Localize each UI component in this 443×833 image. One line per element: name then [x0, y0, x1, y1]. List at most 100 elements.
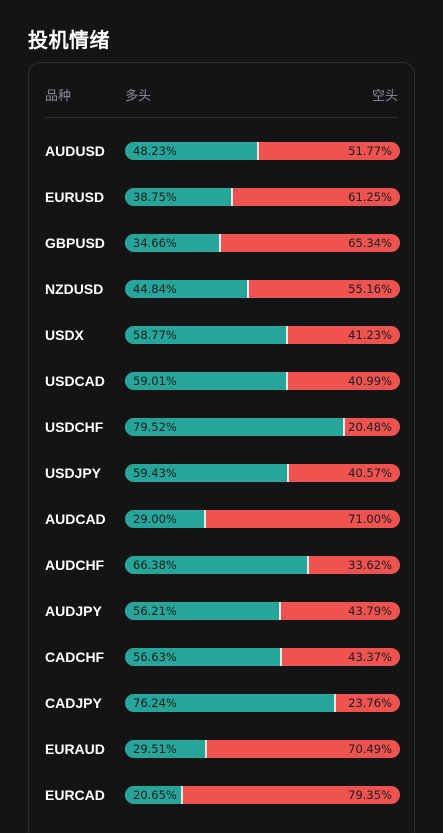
- bar-divider: [342, 418, 345, 436]
- long-percent: 29.00%: [133, 512, 177, 526]
- bar-divider: [286, 372, 289, 390]
- bar-divider: [287, 464, 290, 482]
- table-row[interactable]: AUDCHF 66.38% 33.62%: [45, 555, 400, 601]
- short-percent: 33.62%: [348, 558, 392, 572]
- bar-divider: [230, 188, 233, 206]
- bar-divider: [203, 510, 206, 528]
- table-row[interactable]: NZDUSD 44.84% 55.16%: [45, 279, 400, 325]
- long-fill: [125, 418, 344, 436]
- long-percent: 38.75%: [133, 190, 177, 204]
- table-row[interactable]: CADJPY 76.24% 23.76%: [45, 693, 400, 739]
- long-fill: [125, 602, 280, 620]
- bar-divider: [247, 280, 250, 298]
- table-row[interactable]: EURCAD 20.65% 79.35%: [45, 785, 400, 831]
- symbol-label: EURUSD: [45, 189, 105, 205]
- long-percent: 59.01%: [133, 374, 177, 388]
- sentiment-card: 品种 多头 空头 AUDUSD 48.23% 51.77% EURUSD 38.75% 6…: [28, 62, 415, 833]
- symbol-label: AUDCAD: [45, 511, 106, 527]
- bar-divider: [333, 694, 336, 712]
- sentiment-bar: 29.00% 71.00%: [125, 510, 400, 528]
- sentiment-rows: AUDUSD 48.23% 51.77% EURUSD 38.75% 61.25% GBPU…: [45, 141, 400, 831]
- bar-divider: [278, 602, 281, 620]
- long-fill: [125, 740, 207, 758]
- sentiment-bar: 59.01% 40.99%: [125, 372, 400, 390]
- long-percent: 79.52%: [133, 420, 177, 434]
- long-fill: [125, 510, 205, 528]
- long-percent: 59.43%: [133, 466, 177, 480]
- symbol-label: GBPUSD: [45, 235, 105, 251]
- sentiment-bar: 79.52% 20.48%: [125, 418, 400, 436]
- symbol-label: AUDJPY: [45, 603, 102, 619]
- short-percent: 20.48%: [348, 420, 392, 434]
- long-fill: [125, 234, 221, 252]
- short-percent: 41.23%: [348, 328, 392, 342]
- sentiment-bar: 34.66% 65.34%: [125, 234, 400, 252]
- table-row[interactable]: GBPUSD 34.66% 65.34%: [45, 233, 400, 279]
- short-percent: 71.00%: [348, 512, 392, 526]
- symbol-label: USDX: [45, 327, 84, 343]
- symbol-label: NZDUSD: [45, 281, 104, 297]
- table-row[interactable]: EURAUD 29.51% 70.49%: [45, 739, 400, 785]
- sentiment-bar: 59.43% 40.57%: [125, 464, 400, 482]
- bar-divider: [180, 786, 183, 804]
- symbol-label: CADCHF: [45, 649, 105, 665]
- symbol-label: CADJPY: [45, 695, 102, 711]
- long-fill: [125, 556, 308, 574]
- table-row[interactable]: AUDUSD 48.23% 51.77%: [45, 141, 400, 187]
- symbol-label: USDCAD: [45, 373, 105, 389]
- table-header: 品种 多头 空头: [45, 83, 398, 118]
- symbol-label: AUDCHF: [45, 557, 105, 573]
- table-row[interactable]: AUDCAD 29.00% 71.00%: [45, 509, 400, 555]
- sentiment-bar: 48.23% 51.77%: [125, 142, 400, 160]
- long-fill: [125, 372, 288, 390]
- sentiment-bar: 38.75% 61.25%: [125, 188, 400, 206]
- long-fill: [125, 188, 232, 206]
- short-percent: 70.49%: [348, 742, 392, 756]
- page-title: 投机情绪: [28, 28, 110, 52]
- sentiment-bar: 58.77% 41.23%: [125, 326, 400, 344]
- long-fill: [125, 280, 249, 298]
- symbol-label: EURCAD: [45, 787, 105, 803]
- table-row[interactable]: CADCHF 56.63% 43.37%: [45, 647, 400, 693]
- short-percent: 40.57%: [348, 466, 392, 480]
- column-header-symbol: 品种: [45, 89, 72, 104]
- table-row[interactable]: USDCHF 79.52% 20.48%: [45, 417, 400, 463]
- symbol-label: USDCHF: [45, 419, 104, 435]
- long-percent: 20.65%: [133, 788, 177, 802]
- long-fill: [125, 326, 287, 344]
- long-fill: [125, 786, 182, 804]
- long-percent: 44.84%: [133, 282, 177, 296]
- sentiment-bar: 44.84% 55.16%: [125, 280, 400, 298]
- long-percent: 56.21%: [133, 604, 177, 618]
- sentiment-bar: 66.38% 33.62%: [125, 556, 400, 574]
- column-header-short: 空头: [371, 89, 398, 104]
- table-row[interactable]: USDCAD 59.01% 40.99%: [45, 371, 400, 417]
- long-percent: 34.66%: [133, 236, 177, 250]
- short-percent: 40.99%: [348, 374, 392, 388]
- short-percent: 43.79%: [348, 604, 392, 618]
- bar-divider: [279, 648, 282, 666]
- short-percent: 65.34%: [348, 236, 392, 250]
- bar-divider: [285, 326, 288, 344]
- bar-divider: [306, 556, 309, 574]
- long-fill: [125, 648, 281, 666]
- long-fill: [125, 142, 258, 160]
- short-percent: 61.25%: [348, 190, 392, 204]
- table-row[interactable]: AUDJPY 56.21% 43.79%: [45, 601, 400, 647]
- long-fill: [125, 464, 289, 482]
- short-percent: 55.16%: [348, 282, 392, 296]
- long-fill: [125, 694, 335, 712]
- table-row[interactable]: USDX 58.77% 41.23%: [45, 325, 400, 371]
- table-row[interactable]: USDJPY 59.43% 40.57%: [45, 463, 400, 509]
- long-percent: 56.63%: [133, 650, 177, 664]
- bar-divider: [219, 234, 222, 252]
- long-percent: 76.24%: [133, 696, 177, 710]
- table-row[interactable]: EURUSD 38.75% 61.25%: [45, 187, 400, 233]
- symbol-label: AUDUSD: [45, 143, 105, 159]
- column-header-long: 多头: [125, 89, 152, 104]
- short-percent: 23.76%: [348, 696, 392, 710]
- bar-divider: [256, 142, 259, 160]
- long-percent: 29.51%: [133, 742, 177, 756]
- sentiment-bar: 56.21% 43.79%: [125, 602, 400, 620]
